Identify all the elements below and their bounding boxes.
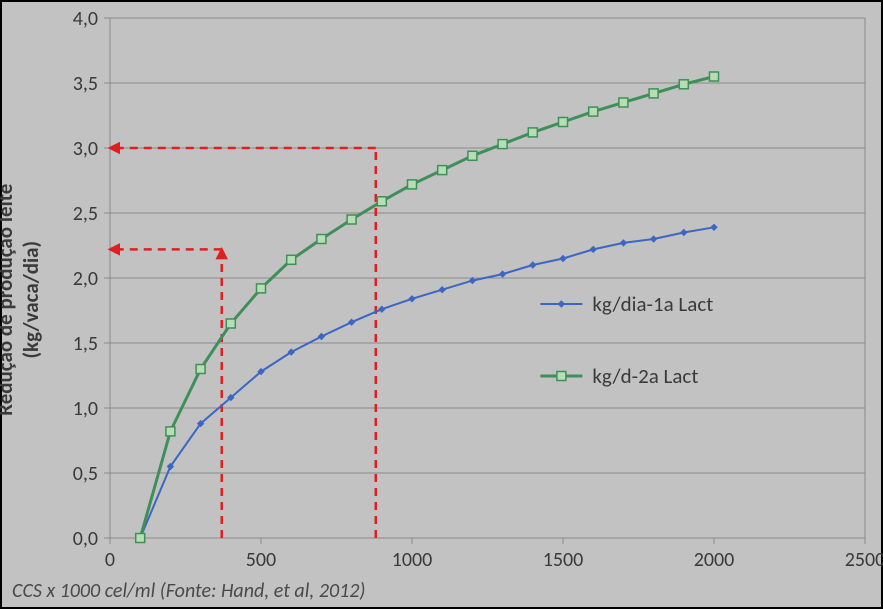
series-marker [136, 534, 145, 543]
y-tick-label: 2,5 [73, 202, 98, 226]
legend-label: kg/d-2a Lact [592, 363, 698, 389]
series-marker [287, 255, 296, 264]
y-tick-label: 0,0 [73, 527, 98, 551]
x-tick-label: 500 [246, 548, 276, 572]
series-marker [166, 427, 175, 436]
x-tick-label: 2000 [694, 548, 735, 572]
chart-svg: 0,0 0,5 1,0 1,5 2,0 2,5 3,0 3,5 4,0 0 500 1000 1500 2… [0, 0, 883, 609]
series-marker [649, 89, 658, 98]
y-tick-label: 3,5 [73, 72, 98, 96]
series-marker [498, 140, 507, 149]
series-marker [468, 151, 477, 160]
y-tick-label: 1,5 [73, 332, 98, 356]
series-marker [317, 235, 326, 244]
series-marker [619, 98, 628, 107]
series-marker [679, 80, 688, 89]
series-marker [528, 128, 537, 137]
y-tick-label: 4,0 [73, 7, 98, 31]
chart-container: Redução de produção leite (kg/vaca/dia) … [0, 0, 883, 609]
x-tick-label: 0 [105, 548, 115, 572]
x-tick-label: 2500 [845, 548, 883, 572]
y-tick-label: 2,0 [73, 267, 98, 291]
series-marker [438, 166, 447, 175]
series-marker [226, 319, 235, 328]
x-axis-caption: CCS x 1000 cel/ml (Fonte: Hand, et al, 2… [12, 579, 365, 603]
y-axis-title-line1: Redução de produção leite [0, 183, 18, 415]
y-tick-label: 0,5 [73, 462, 98, 486]
series-marker [589, 107, 598, 116]
series-marker [257, 284, 266, 293]
series-marker [377, 197, 386, 206]
y-tick-label: 1,0 [73, 397, 98, 421]
series-marker [196, 365, 205, 374]
y-axis-title: Redução de produção leite (kg/vaca/dia) [0, 183, 44, 415]
y-tick-label: 3,0 [73, 137, 98, 161]
legend-marker [557, 372, 566, 381]
series-marker [347, 215, 356, 224]
series-marker [408, 180, 417, 189]
legend-label: kg/dia-1a Lact [592, 291, 713, 317]
x-tick-label: 1000 [392, 548, 433, 572]
x-tick-label: 1500 [543, 548, 584, 572]
series-marker [710, 72, 719, 81]
series-marker [559, 118, 568, 127]
y-axis-title-line2: (kg/vaca/dia) [18, 240, 44, 358]
